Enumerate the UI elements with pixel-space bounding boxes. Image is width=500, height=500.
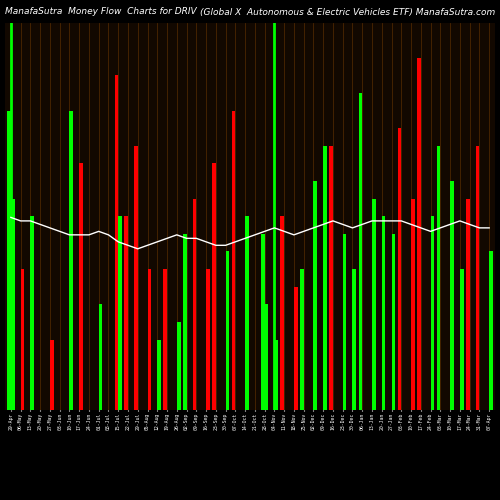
Bar [398,128,402,410]
Bar [11,198,15,410]
Bar [124,216,128,410]
Bar [206,269,210,410]
Bar [460,269,464,410]
Bar [342,234,346,410]
Bar [183,234,186,410]
Text: ManafaSutra  Money Flow  Charts for DRIV: ManafaSutra Money Flow Charts for DRIV [5,8,196,16]
Bar [164,269,167,410]
Bar [158,340,161,410]
Bar [79,164,83,410]
Bar [476,146,480,410]
Bar [70,110,73,410]
Bar [118,216,122,410]
Bar [148,269,151,410]
Bar [20,269,24,410]
Bar [7,110,11,410]
Bar [245,216,249,410]
Bar [466,198,469,410]
Bar [323,146,327,410]
Bar [411,198,415,410]
Bar [264,304,268,410]
Bar [274,340,278,410]
Bar [382,216,386,410]
Bar [226,252,230,410]
Bar [294,286,298,410]
Bar [330,146,333,410]
Bar [98,304,102,410]
Bar [261,234,264,410]
Text: (Global X  Autonomous & Electric Vehicles ETF) ManafaSutra.com: (Global X Autonomous & Electric Vehicles… [200,8,495,16]
Bar [300,269,304,410]
Bar [232,110,235,410]
Bar [114,76,118,410]
Bar [358,93,362,410]
Bar [177,322,180,410]
Bar [192,198,196,410]
Bar [50,340,53,410]
Bar [436,146,440,410]
Bar [314,181,317,410]
Bar [352,269,356,410]
Bar [30,216,34,410]
Bar [392,234,395,410]
Bar [372,198,376,410]
Bar [450,181,454,410]
Bar [430,216,434,410]
Bar [489,252,493,410]
Bar [212,164,216,410]
Bar [134,146,138,410]
Bar [280,216,284,410]
Bar [417,58,421,410]
